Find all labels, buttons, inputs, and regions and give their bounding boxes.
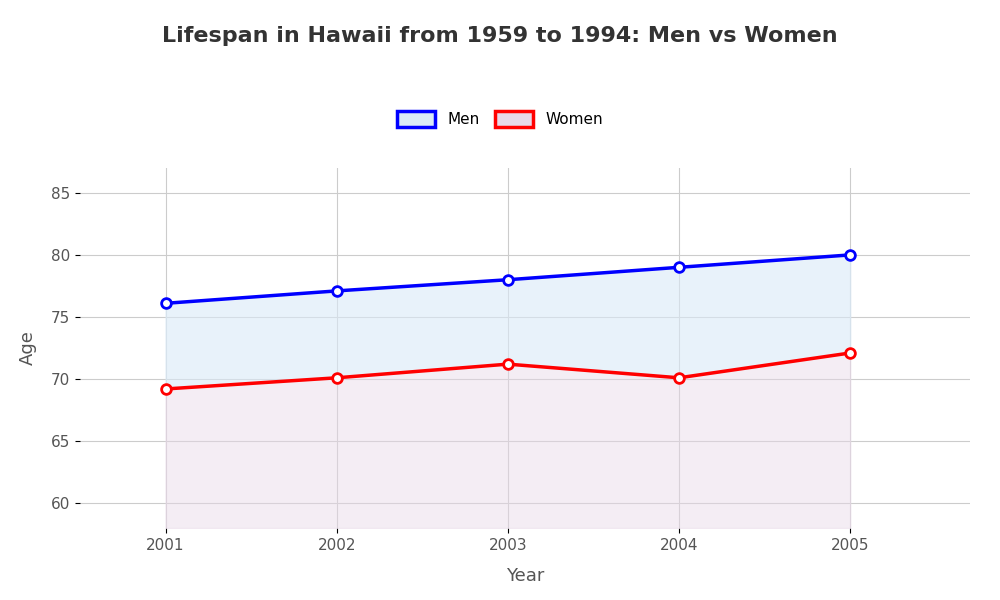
Text: Lifespan in Hawaii from 1959 to 1994: Men vs Women: Lifespan in Hawaii from 1959 to 1994: Me… [162,26,838,46]
X-axis label: Year: Year [506,566,544,584]
Legend: Men, Women: Men, Women [389,104,611,135]
Y-axis label: Age: Age [19,331,37,365]
